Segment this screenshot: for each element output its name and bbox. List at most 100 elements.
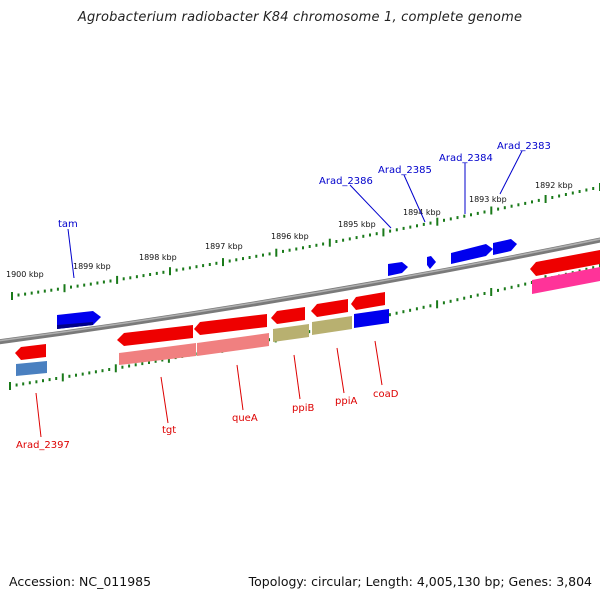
minor-tick xyxy=(81,372,84,376)
kbp-label: 1900 kbp xyxy=(6,270,44,279)
chromosome-backbone-highlight xyxy=(0,238,600,342)
kbp-label: 1895 kbp xyxy=(338,220,376,229)
gene-arad-2384[interactable] xyxy=(451,244,493,264)
minor-tick xyxy=(101,369,104,373)
gene-ppib[interactable] xyxy=(271,307,305,324)
minor-tick xyxy=(182,267,185,271)
gene-arad-2385[interactable] xyxy=(427,256,436,269)
gene-label-ppib[interactable]: ppiB xyxy=(292,403,314,414)
reverse-label-leaders xyxy=(35,340,383,438)
cds-quea[interactable] xyxy=(197,333,269,356)
cds-ppib[interactable] xyxy=(273,324,309,342)
gene-label-tgt[interactable]: tgt xyxy=(162,425,176,436)
minor-tick xyxy=(497,288,499,292)
gene-label-arad-2386[interactable]: Arad_2386 xyxy=(319,176,373,187)
gene-label-ppia[interactable]: ppiA xyxy=(335,396,357,407)
minor-tick xyxy=(37,290,40,294)
major-tick xyxy=(63,284,66,293)
major-tick xyxy=(490,206,493,215)
minor-tick xyxy=(362,234,365,238)
minor-tick xyxy=(517,284,520,288)
forward-gene-labels: tam Arad_2386 Arad_2385 Arad_2384 Arad_2… xyxy=(58,141,551,230)
minor-tick xyxy=(161,358,164,362)
leader-line xyxy=(67,228,75,279)
minor-tick xyxy=(409,308,412,312)
gene-label-quea[interactable]: queA xyxy=(232,413,258,424)
gene-arad-2383[interactable] xyxy=(493,239,517,255)
gene-label-arad-2383[interactable]: Arad_2383 xyxy=(497,141,551,152)
minor-tick xyxy=(135,275,138,279)
minor-tick xyxy=(395,228,398,232)
minor-tick xyxy=(456,216,459,220)
minor-tick xyxy=(30,291,33,295)
major-tick xyxy=(11,292,13,300)
cds-arad-2397[interactable] xyxy=(16,361,47,376)
reverse-gene-labels: Arad_2397 tgt queA ppiB ppiA coaD xyxy=(16,389,399,451)
minor-tick xyxy=(483,210,486,214)
minor-tick xyxy=(148,361,150,364)
gene-tgt[interactable] xyxy=(117,325,193,346)
minor-tick xyxy=(22,382,25,386)
minor-tick xyxy=(28,381,31,385)
minor-tick xyxy=(288,248,291,252)
cds-ppia[interactable] xyxy=(312,316,352,335)
minor-tick xyxy=(282,249,284,253)
minor-tick xyxy=(415,307,418,311)
minor-tick xyxy=(255,254,258,258)
minor-tick xyxy=(88,371,91,375)
gene-pink-right-top[interactable] xyxy=(530,250,600,276)
minor-tick xyxy=(476,293,479,297)
gene-arad-2397[interactable] xyxy=(15,344,46,360)
minor-tick xyxy=(75,373,77,377)
minor-tick xyxy=(121,365,124,369)
gene-label-arad-2397[interactable]: Arad_2397 xyxy=(16,440,70,451)
minor-tick xyxy=(42,379,44,383)
minor-tick xyxy=(55,377,58,380)
minor-tick xyxy=(592,187,595,190)
minor-tick xyxy=(463,214,466,218)
minor-tick xyxy=(409,225,412,229)
gene-label-arad-2384[interactable]: Arad_2384 xyxy=(439,153,493,164)
minor-tick xyxy=(308,245,311,248)
map-title: Agrobacterium radiobacter K84 chromosome… xyxy=(77,10,523,25)
cds-coad[interactable] xyxy=(354,309,389,328)
cds-features xyxy=(16,267,600,376)
minor-tick xyxy=(497,207,500,211)
minor-tick xyxy=(262,253,264,257)
minor-tick xyxy=(524,282,527,286)
outer-tick-ring xyxy=(11,183,600,300)
minor-tick xyxy=(558,194,561,198)
minor-tick xyxy=(348,237,351,241)
gene-label-arad-2385[interactable]: Arad_2385 xyxy=(378,165,432,176)
gene-coad[interactable] xyxy=(351,292,385,310)
gene-ppia[interactable] xyxy=(311,299,348,317)
minor-tick xyxy=(456,298,459,302)
gene-label-coad[interactable]: coaD xyxy=(373,389,399,400)
minor-tick xyxy=(564,193,567,196)
minor-tick xyxy=(315,243,318,247)
gene-quea[interactable] xyxy=(194,314,267,335)
minor-tick xyxy=(94,370,97,374)
kbp-label: 1893 kbp xyxy=(469,195,507,204)
leader-line xyxy=(349,184,392,229)
minor-tick xyxy=(422,222,425,226)
chromosome-backbone xyxy=(0,237,600,345)
minor-tick xyxy=(585,267,588,271)
kbp-label: 1898 kbp xyxy=(139,253,177,262)
leader-line xyxy=(35,392,42,438)
minor-tick xyxy=(195,265,198,269)
cds-tgt[interactable] xyxy=(119,343,196,365)
reverse-strand-genes xyxy=(15,250,600,360)
gene-label-tam[interactable]: tam xyxy=(58,219,78,230)
minor-tick xyxy=(524,201,527,205)
cds-pink-right[interactable] xyxy=(532,267,600,294)
gene-arad-2386[interactable] xyxy=(388,262,408,276)
minor-tick xyxy=(43,289,46,293)
kbp-label: 1894 kbp xyxy=(403,208,441,217)
genome-summary-text: Topology: circular; Length: 4,005,130 bp… xyxy=(248,574,592,589)
minor-tick xyxy=(141,362,144,366)
minor-tick xyxy=(24,292,27,296)
forward-strand-genes xyxy=(57,239,517,329)
minor-tick xyxy=(443,218,445,222)
minor-tick xyxy=(15,383,18,387)
